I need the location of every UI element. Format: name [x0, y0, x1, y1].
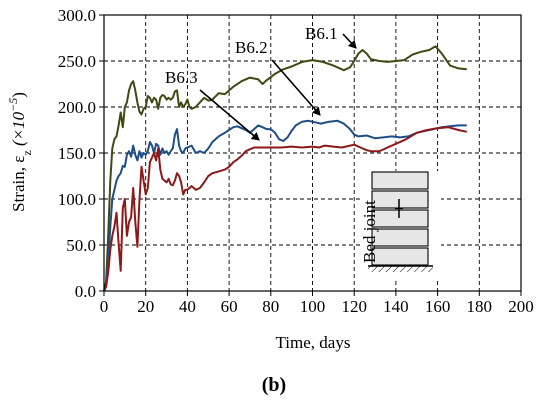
- x-tick-label: 60: [221, 297, 238, 316]
- specimen-inset: Bed joint: [360, 171, 441, 281]
- brick-4: [371, 228, 429, 247]
- y-axis-label-prefix: Strain, ε: [9, 156, 28, 212]
- y-tick-label: 300.0: [58, 6, 96, 25]
- series-lines: [103, 45, 468, 292]
- axes: [99, 14, 522, 296]
- x-tick-label: 120: [341, 297, 367, 316]
- annotation-arrow-b6-3: [199, 89, 260, 141]
- y-axis-label-mid: (×10: [9, 111, 28, 150]
- y-tick-label: 50.0: [66, 236, 96, 255]
- y-tick-label: 100.0: [58, 190, 96, 209]
- x-tick-label: 200: [508, 297, 534, 316]
- x-tick-label: 80: [262, 297, 279, 316]
- brick-5: [371, 247, 429, 266]
- brick-2: [371, 190, 429, 209]
- annotation-b6-2: B6.2: [235, 38, 268, 57]
- tick-labels: 0 20 40 60 80 100 120 140 160 180 200 0.0 50.0 100.0 1…: [58, 6, 534, 316]
- brick-3: [371, 209, 429, 228]
- inset-label: Bed joint: [360, 200, 379, 263]
- y-tick-label: 0.0: [75, 282, 96, 301]
- annotation-b6-3: B6.3: [165, 68, 198, 87]
- series-line-b6-1: [103, 45, 467, 292]
- x-tick-label: 100: [300, 297, 326, 316]
- support-hatch: [368, 266, 433, 272]
- y-axis-label-sup: −5: [6, 98, 20, 112]
- x-tick-label: 180: [467, 297, 493, 316]
- y-axis-label-sub: z: [20, 150, 34, 155]
- panel-label: (b): [262, 374, 286, 396]
- y-axis-label: Strain, εz (×10−5): [6, 92, 34, 212]
- series-line-b6-3: [103, 126, 468, 292]
- x-tick-label: 0: [100, 297, 109, 316]
- annotation-arrow-b6-2: [271, 59, 321, 116]
- brick-1: [371, 171, 429, 190]
- annotation-arrow-b6-1: [342, 33, 357, 49]
- annotations: B6.1 B6.2 B6.3: [165, 24, 357, 141]
- x-tick-label: 40: [179, 297, 196, 316]
- y-tick-label: 150.0: [58, 144, 96, 163]
- x-axis-label: Time, days: [276, 333, 351, 352]
- annotation-b6-1: B6.1: [305, 24, 338, 43]
- series-line-b6-2: [103, 119, 467, 292]
- x-tick-label: 160: [425, 297, 451, 316]
- y-tick-label: 250.0: [58, 52, 96, 71]
- y-axis-label-suffix: ): [9, 92, 28, 98]
- y-tick-label: 200.0: [58, 98, 96, 117]
- x-tick-label: 140: [383, 297, 409, 316]
- x-tick-label: 20: [137, 297, 154, 316]
